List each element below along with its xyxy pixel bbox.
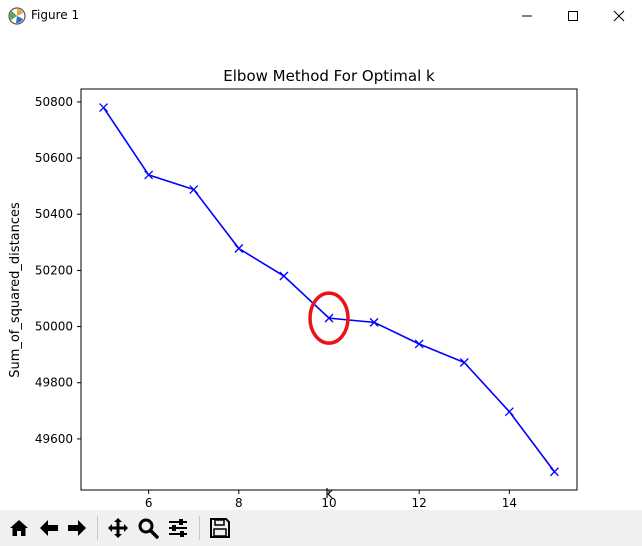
data-point-marker [504,407,514,417]
data-point-marker [459,358,469,367]
data-point-marker [369,317,379,327]
y-axis-ticks: 49600 49800 50000 50200 50400 50600 50800 [35,95,81,446]
data-point-marker [144,170,154,180]
minimize-button[interactable] [504,0,550,32]
x-tick-label: 10 [321,496,336,510]
y-tick-label: 50400 [35,207,73,221]
window-titlebar: Figure 1 [0,0,642,32]
maximize-icon [568,11,578,21]
minimize-icon [522,15,532,17]
forward-button[interactable] [63,513,91,543]
matplotlib-icon [8,7,26,25]
x-axis-label: k [325,487,333,502]
pan-button[interactable] [104,513,132,543]
close-button[interactable] [596,0,642,32]
zoom-icon [138,518,159,539]
toolbar-separator [97,516,98,540]
close-icon [613,10,625,22]
x-axis-ticks: 6 8 10 12 14 [145,490,517,510]
elbow-chart: Elbow Method For Optimal k 6 8 10 12 14 4960… [8,67,578,510]
configure-subplots-icon [169,519,187,537]
figure-canvas[interactable]: Elbow Method For Optimal k 6 8 10 12 14 4960… [0,32,642,510]
data-point-marker [99,103,109,112]
configure-subplots-button[interactable] [164,513,192,543]
x-tick-label: 14 [502,496,517,510]
x-tick-label: 8 [235,496,243,510]
back-icon [40,520,58,536]
series-line [102,107,556,473]
back-button[interactable] [35,513,63,543]
annotation-circle [308,291,350,345]
save-button[interactable] [206,513,234,543]
annotation-group [308,291,350,345]
data-point-marker [234,244,244,253]
chart-title: Elbow Method For Optimal k [223,67,435,85]
y-tick-label: 49600 [35,432,73,446]
y-tick-label: 50000 [35,320,73,334]
x-tick-label: 6 [145,496,153,510]
home-icon [10,520,28,536]
home-button[interactable] [5,513,33,543]
zoom-button[interactable] [134,513,162,543]
y-tick-label: 49800 [35,376,73,390]
navigation-toolbar [0,510,642,546]
save-icon [210,518,230,538]
y-tick-label: 50200 [35,263,73,277]
data-point-marker [414,339,424,349]
y-tick-label: 50600 [35,151,73,165]
data-point-marker [279,271,289,281]
data-point-marker [324,313,334,323]
pan-icon [108,518,128,538]
forward-icon [68,520,86,536]
y-tick-label: 50800 [35,95,73,109]
y-axis-label: Sum_of_squared_distances [8,202,23,378]
plot-frame [80,88,578,491]
toolbar-separator [199,516,200,540]
window-title: Figure 1 [31,8,80,22]
data-point-marker [189,185,199,194]
maximize-button[interactable] [550,0,596,32]
x-tick-label: 12 [412,496,427,510]
series-group [99,103,559,477]
data-point-marker [549,467,559,477]
